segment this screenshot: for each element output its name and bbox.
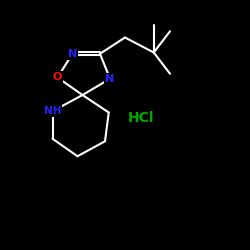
Text: N: N [68,49,77,59]
Text: O: O [53,72,62,83]
Text: HCl: HCl [128,110,154,124]
Text: N: N [106,74,115,84]
Text: NH: NH [44,106,61,116]
